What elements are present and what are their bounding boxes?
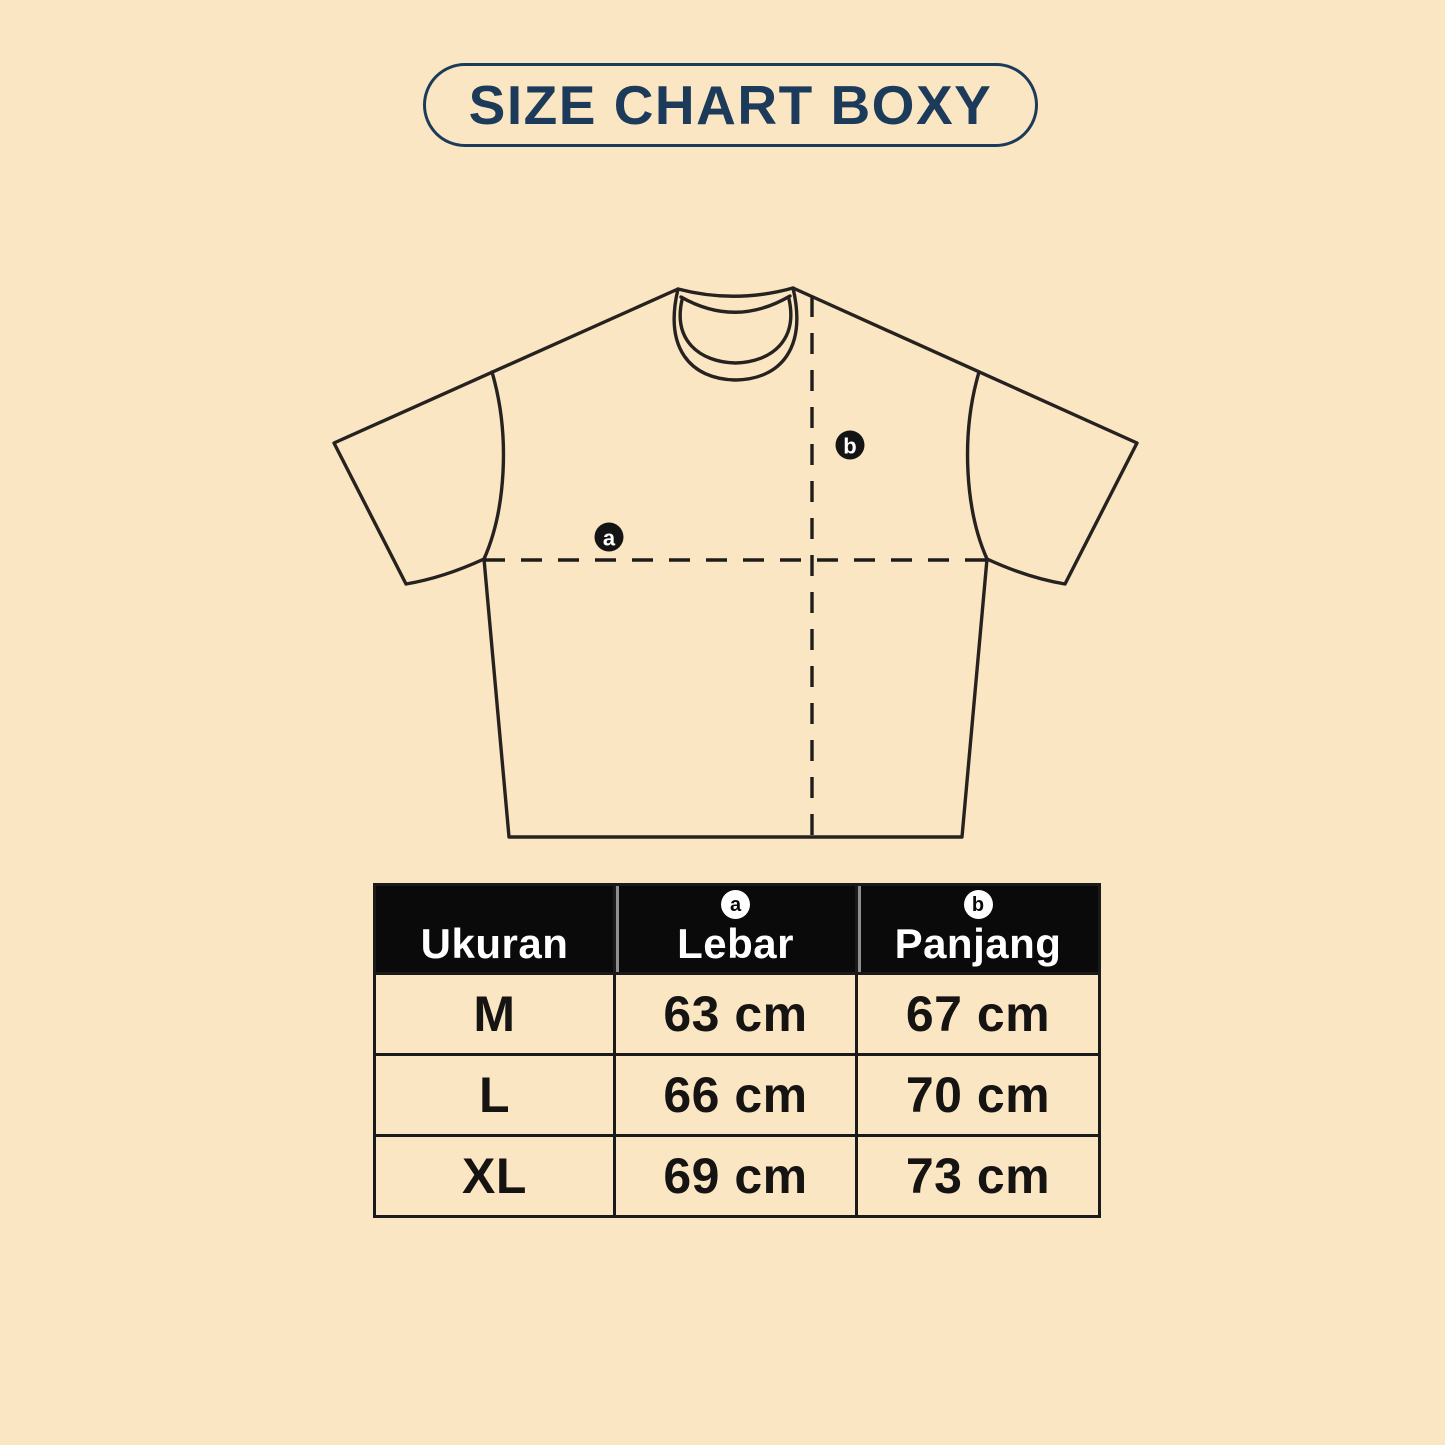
title-pill: SIZE CHART BOXY: [423, 63, 1038, 147]
collar-outer-curve: [672, 286, 799, 382]
header-label-lebar: Lebar: [677, 920, 794, 968]
panjang-cell: 70 cm: [855, 1053, 1101, 1137]
marker-a-badge: a: [594, 522, 624, 552]
table-header-row: Ukuran a Lebar b Panjang: [373, 883, 1101, 975]
header-badge-b: b: [963, 890, 993, 920]
marker-a-circle: [594, 522, 624, 552]
header-cell-lebar: a Lebar: [613, 883, 858, 975]
size-table: Ukuran a Lebar b Panjang: [373, 883, 1101, 1218]
table-row: M 63 cm 67 cm: [373, 972, 1101, 1056]
collar-inner-curve: [678, 297, 793, 365]
marker-b-letter: b: [843, 434, 856, 459]
header-badge-a: a: [721, 890, 750, 920]
marker-b-badge: b: [835, 430, 865, 460]
right-armhole-seam: [965, 370, 989, 561]
panjang-cell: 73 cm: [855, 1134, 1101, 1218]
panjang-cell: 67 cm: [855, 972, 1101, 1056]
lebar-cell: 63 cm: [613, 972, 858, 1056]
marker-a-letter: a: [603, 526, 616, 551]
size-cell: M: [373, 972, 616, 1056]
size-cell: L: [373, 1053, 616, 1137]
collar-back-band-line: [679, 294, 792, 314]
lebar-cell: 69 cm: [613, 1134, 858, 1218]
left-armhole-seam: [482, 370, 506, 561]
size-cell: XL: [373, 1134, 616, 1218]
header-label-panjang: Panjang: [894, 920, 1062, 968]
table-row: L 66 cm 70 cm: [373, 1053, 1101, 1137]
table-row: XL 69 cm 73 cm: [373, 1134, 1101, 1218]
tshirt-outline: [332, 286, 1139, 839]
header-cell-ukuran: Ukuran: [373, 883, 616, 975]
header-cell-panjang: b Panjang: [855, 883, 1101, 975]
page-title: SIZE CHART BOXY: [468, 74, 993, 136]
lebar-cell: 66 cm: [613, 1053, 858, 1137]
marker-b-circle: [835, 430, 865, 460]
header-label-ukuran: Ukuran: [420, 920, 569, 968]
